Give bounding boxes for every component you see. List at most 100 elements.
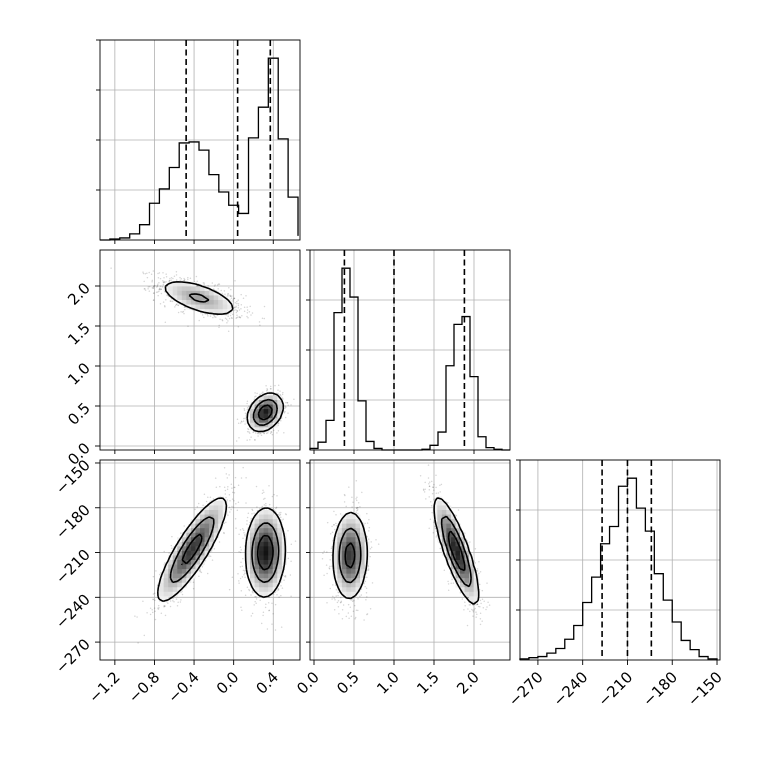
sample-point — [183, 277, 185, 280]
sample-point — [357, 609, 359, 612]
density-cell — [218, 505, 224, 511]
sample-point — [270, 431, 273, 433]
grid — [310, 460, 510, 660]
sample-point — [173, 275, 176, 277]
density-cell — [272, 537, 278, 543]
density-cell — [190, 564, 196, 570]
density-cell — [259, 528, 265, 534]
density-cell — [209, 304, 215, 310]
histogram-panel-2 — [516, 459, 721, 661]
sample-point — [238, 309, 241, 311]
sample-point — [233, 491, 236, 494]
sample-point — [223, 522, 226, 524]
density-cell — [195, 541, 201, 547]
sample-point — [199, 569, 202, 571]
density-cell — [204, 546, 210, 552]
density-cell — [222, 304, 228, 310]
density-cell — [204, 304, 210, 310]
sample-point — [238, 437, 240, 439]
density-cell — [268, 528, 274, 534]
sample-point — [242, 420, 245, 422]
sample-point — [179, 601, 182, 603]
sample-point — [287, 404, 289, 406]
sample-point — [252, 591, 254, 594]
sample-point — [343, 501, 346, 503]
sample-point — [213, 288, 215, 290]
density-cell — [190, 304, 196, 310]
density-cell — [177, 560, 183, 565]
density-cell — [168, 560, 174, 565]
density-cell — [268, 582, 274, 588]
sample-point — [255, 485, 258, 488]
sample-point — [225, 521, 227, 524]
sample-point — [195, 275, 198, 278]
density-cell — [190, 569, 196, 575]
sample-point — [329, 559, 331, 561]
density-cell — [277, 409, 283, 415]
sample-point — [183, 279, 185, 282]
density-cell — [259, 418, 265, 424]
sample-point — [242, 537, 244, 540]
sample-point — [169, 279, 171, 282]
density-cell — [263, 560, 269, 565]
contour-line — [188, 293, 278, 426]
sample-point — [243, 306, 246, 308]
density-cell — [272, 519, 278, 525]
density-cell — [254, 413, 260, 419]
density-cell — [177, 290, 183, 296]
sample-point — [240, 590, 243, 592]
density-cell — [172, 587, 178, 593]
sample-point — [202, 282, 205, 284]
sample-point — [254, 392, 256, 394]
sample-point — [209, 555, 212, 557]
sample-point — [226, 322, 228, 324]
density-cell — [259, 546, 265, 552]
sample-point — [274, 629, 277, 631]
sample-point — [218, 324, 220, 327]
sample-point — [234, 518, 237, 520]
sample-point — [230, 483, 233, 486]
sample-point — [259, 599, 261, 602]
density-cell — [177, 295, 183, 301]
sample-point — [175, 274, 178, 276]
sample-point — [228, 474, 230, 476]
sample-point — [366, 576, 368, 579]
sample-point — [233, 309, 235, 311]
sample-point — [255, 432, 257, 434]
sample-point — [241, 528, 244, 530]
sample-point — [232, 506, 235, 509]
sample-point — [154, 610, 156, 613]
sample-point — [257, 432, 259, 434]
sample-point — [277, 513, 280, 516]
density-cell — [172, 582, 178, 588]
density-cell — [263, 541, 269, 547]
sample-point — [241, 576, 244, 578]
density-cell — [277, 573, 283, 579]
sample-point — [164, 614, 167, 617]
density-cell — [254, 578, 260, 584]
sample-point — [151, 286, 154, 289]
sample-point — [287, 529, 289, 532]
sample-point — [154, 599, 156, 602]
density-cell — [263, 395, 269, 401]
density-cell — [268, 532, 274, 538]
density-cell — [209, 500, 215, 506]
density-cell — [200, 555, 205, 561]
sample-point — [285, 401, 287, 404]
sample-point — [183, 525, 185, 527]
density-cell — [254, 519, 260, 525]
histogram-step — [100, 57, 299, 241]
density-cell — [204, 537, 210, 543]
sample-point — [236, 509, 239, 512]
density-cell — [259, 510, 265, 515]
sample-point — [239, 316, 242, 319]
density-cell — [218, 514, 224, 520]
sample-point — [247, 427, 249, 430]
sample-point — [134, 615, 136, 617]
sample-point — [220, 289, 222, 292]
density-cell — [186, 281, 192, 287]
sample-point — [347, 612, 350, 614]
density-cell — [263, 564, 269, 570]
density-cell — [268, 550, 274, 556]
sample-point — [173, 600, 175, 603]
